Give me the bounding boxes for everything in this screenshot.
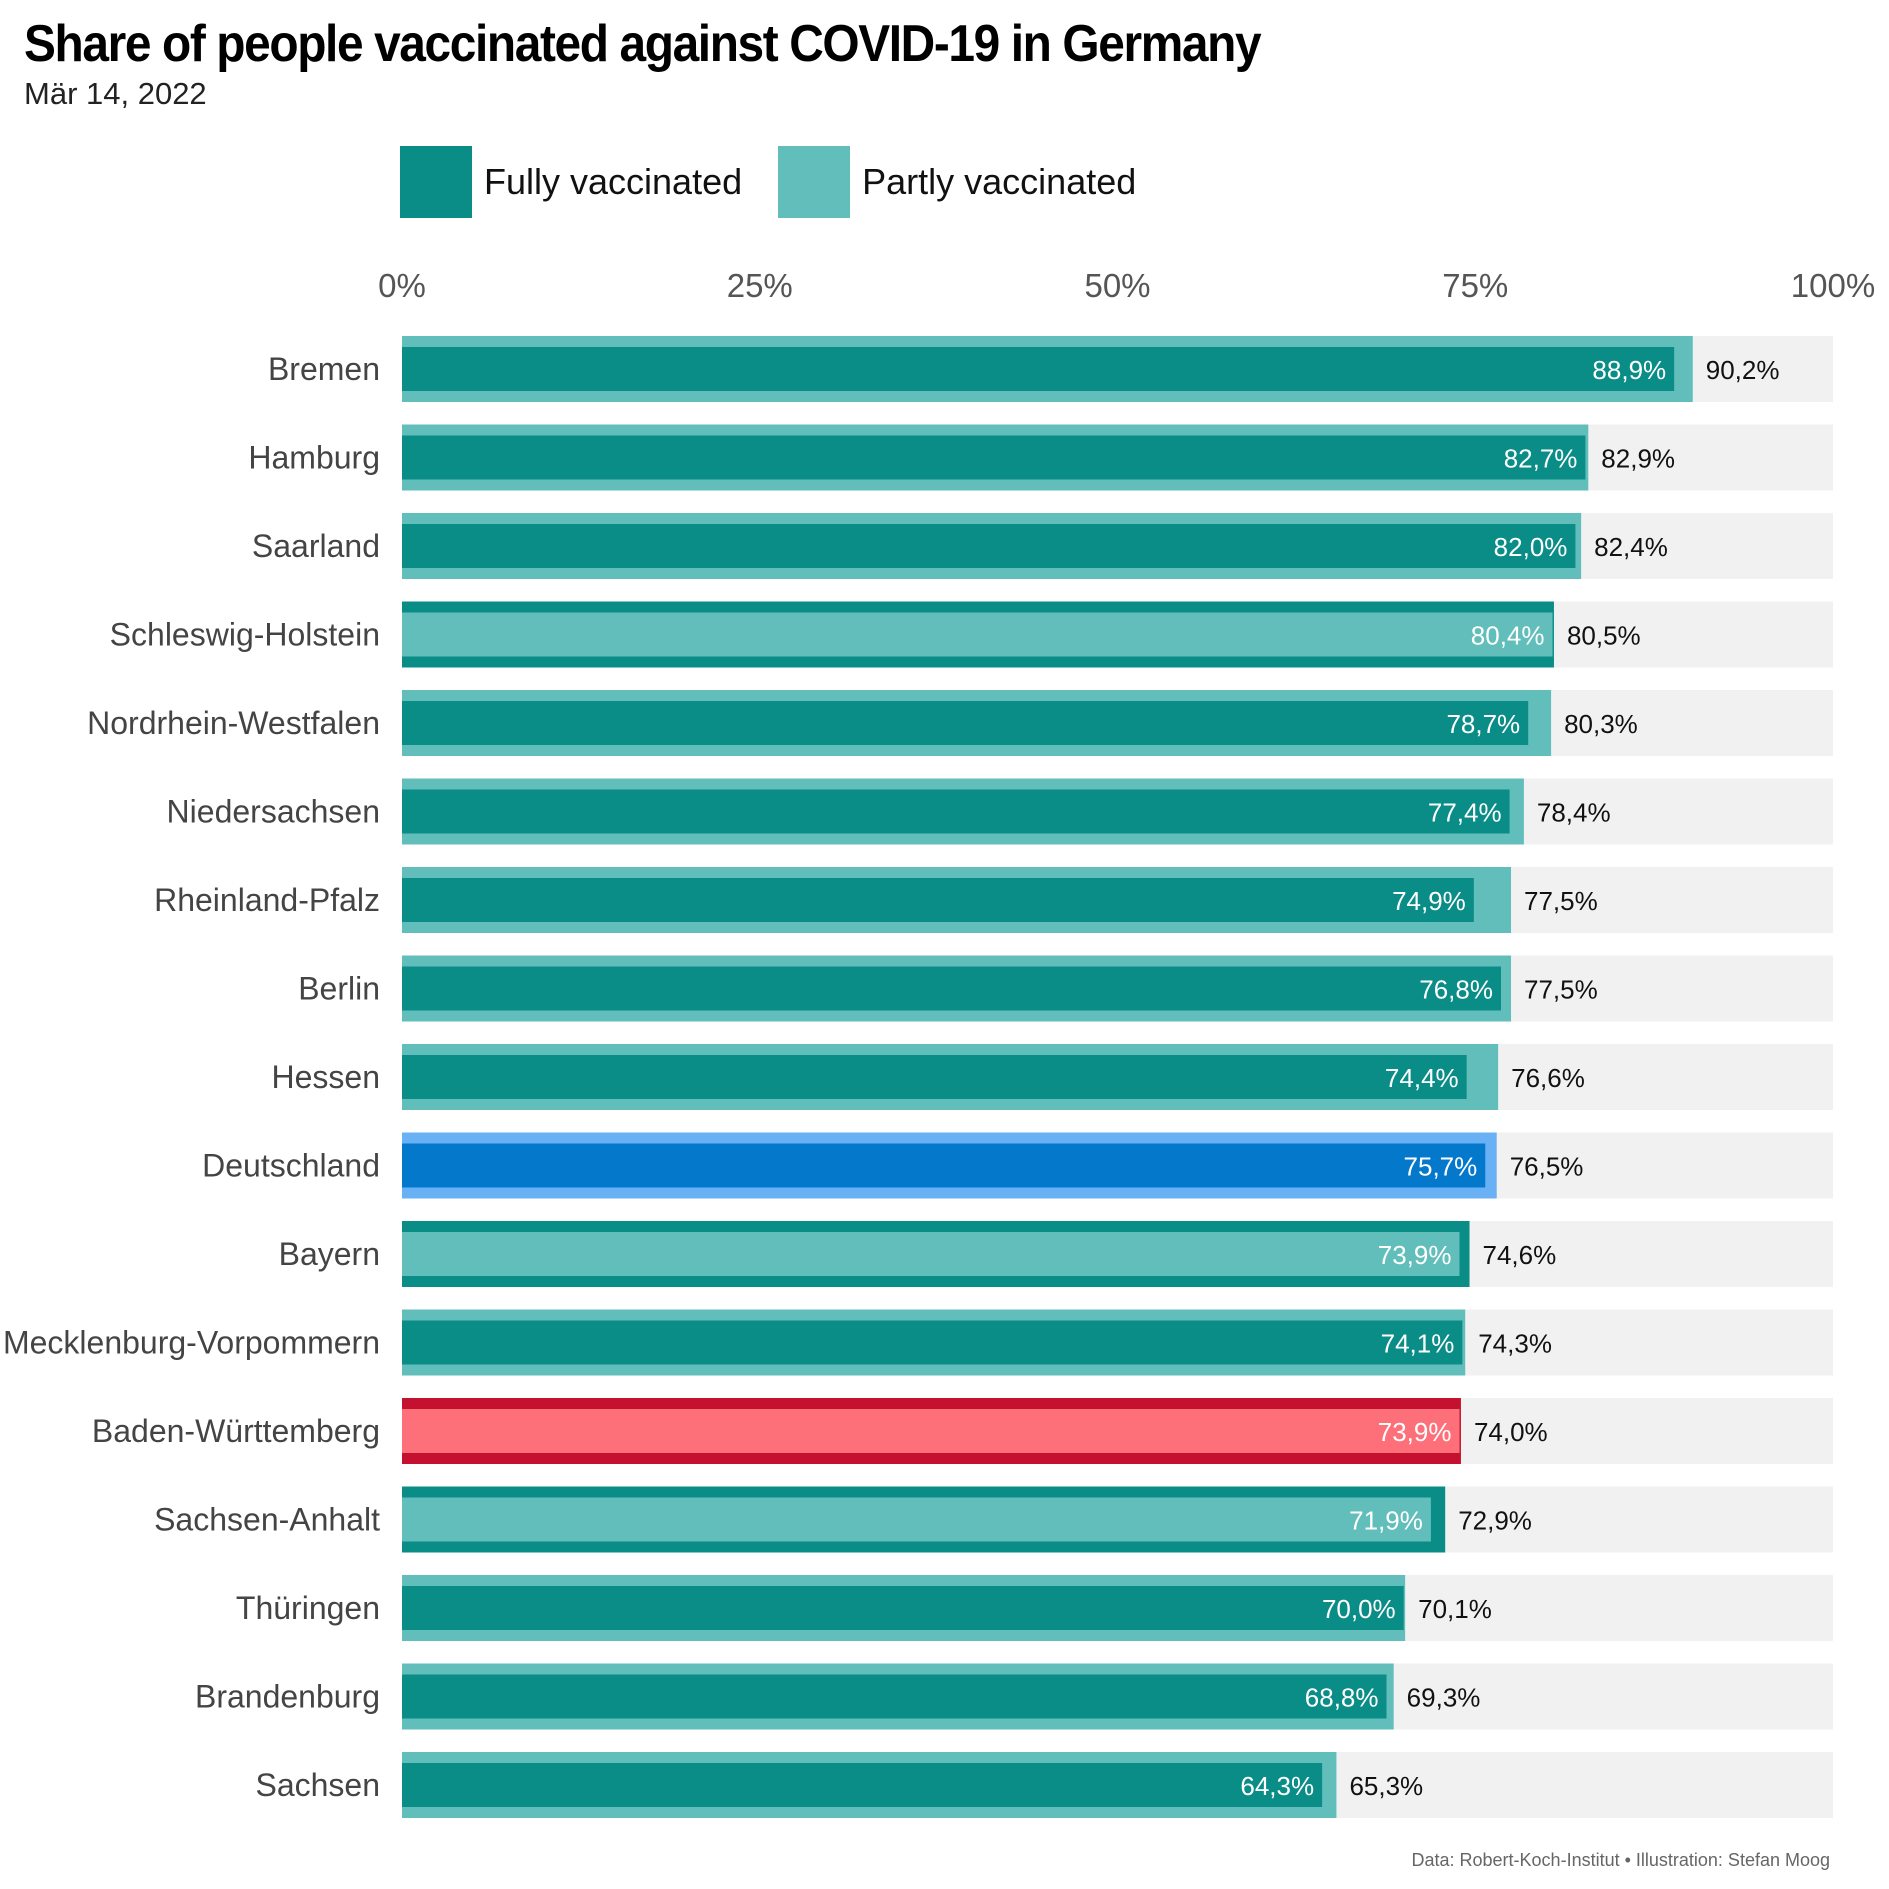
fully-value-label: 74,4% bbox=[1385, 1063, 1459, 1093]
category-label: Deutschland bbox=[202, 1148, 380, 1184]
chart-title: Share of people vaccinated against COVID… bbox=[24, 15, 1262, 73]
bar-fully bbox=[402, 524, 1576, 568]
bar-fully bbox=[402, 1055, 1467, 1099]
fully-value-label: 78,7% bbox=[1446, 709, 1520, 739]
x-tick-label: 75% bbox=[1442, 267, 1508, 304]
fully-value-label: 71,9% bbox=[1349, 1506, 1423, 1536]
bar-fully bbox=[402, 1674, 1387, 1719]
partly-value-label: 70,1% bbox=[1418, 1594, 1492, 1624]
bar-fully bbox=[402, 1409, 1460, 1453]
fully-value-label: 74,9% bbox=[1392, 886, 1466, 916]
partly-value-label: 72,9% bbox=[1458, 1506, 1532, 1536]
partly-value-label: 76,6% bbox=[1511, 1063, 1585, 1093]
fully-value-label: 82,7% bbox=[1504, 444, 1578, 474]
x-tick-label: 0% bbox=[378, 267, 426, 304]
category-label: Nordrhein-Westfalen bbox=[87, 705, 380, 741]
chart-footer: Data: Robert-Koch-Institut • Illustratio… bbox=[1411, 1850, 1831, 1870]
bar-fully bbox=[402, 789, 1510, 834]
legend-item-fully: Fully vaccinated bbox=[400, 146, 742, 218]
category-label: Mecklenburg-Vorpommern bbox=[3, 1325, 380, 1361]
bar-fully bbox=[402, 701, 1529, 745]
category-label: Hamburg bbox=[248, 440, 380, 476]
partly-value-label: 76,5% bbox=[1510, 1152, 1584, 1182]
fully-value-label: 64,3% bbox=[1240, 1771, 1314, 1801]
partly-value-label: 65,3% bbox=[1349, 1771, 1423, 1801]
partly-value-label: 74,6% bbox=[1483, 1240, 1557, 1270]
x-tick-label: 100% bbox=[1791, 267, 1875, 304]
partly-value-label: 82,4% bbox=[1594, 532, 1668, 562]
bar-fully bbox=[402, 1320, 1463, 1365]
partly-value-label: 80,3% bbox=[1564, 709, 1638, 739]
category-label: Hessen bbox=[272, 1059, 381, 1095]
partly-value-label: 80,5% bbox=[1567, 621, 1641, 651]
bar-fully bbox=[402, 1143, 1486, 1188]
bar-fully bbox=[402, 1763, 1323, 1807]
bar-fully bbox=[402, 966, 1502, 1011]
partly-value-label: 90,2% bbox=[1706, 355, 1780, 385]
fully-value-label: 70,0% bbox=[1322, 1594, 1396, 1624]
x-tick-label: 25% bbox=[727, 267, 793, 304]
bar-fully bbox=[402, 878, 1474, 922]
partly-value-label: 78,4% bbox=[1537, 798, 1611, 828]
legend: Fully vaccinated Partly vaccinated bbox=[400, 146, 1172, 218]
category-label: Thüringen bbox=[236, 1590, 380, 1626]
partly-value-label: 77,5% bbox=[1524, 886, 1598, 916]
category-label: Baden-Württemberg bbox=[92, 1413, 380, 1449]
bar-fully bbox=[402, 347, 1675, 391]
legend-item-partly: Partly vaccinated bbox=[778, 146, 1136, 218]
fully-value-label: 73,9% bbox=[1378, 1240, 1452, 1270]
category-label: Berlin bbox=[298, 971, 380, 1007]
category-label: Bayern bbox=[279, 1236, 380, 1272]
category-label: Rheinland-Pfalz bbox=[154, 882, 380, 918]
legend-swatch-fully bbox=[400, 146, 472, 218]
bar-fully bbox=[402, 1497, 1431, 1542]
fully-value-label: 80,4% bbox=[1471, 621, 1545, 651]
bar-fully bbox=[402, 1232, 1460, 1276]
fully-value-label: 76,8% bbox=[1419, 975, 1493, 1005]
x-tick-label: 50% bbox=[1084, 267, 1150, 304]
fully-value-label: 75,7% bbox=[1404, 1152, 1478, 1182]
legend-label-fully: Fully vaccinated bbox=[484, 161, 743, 202]
category-label: Niedersachsen bbox=[167, 794, 380, 830]
partly-value-label: 74,3% bbox=[1478, 1329, 1552, 1359]
partly-value-label: 82,9% bbox=[1601, 444, 1675, 474]
category-label: Saarland bbox=[252, 528, 380, 564]
bar-fully bbox=[402, 1586, 1404, 1630]
category-label: Sachsen bbox=[255, 1767, 380, 1803]
category-label: Sachsen-Anhalt bbox=[154, 1502, 380, 1538]
category-label: Bremen bbox=[268, 351, 380, 387]
legend-label-partly: Partly vaccinated bbox=[862, 161, 1137, 202]
fully-value-label: 88,9% bbox=[1592, 355, 1666, 385]
fully-value-label: 68,8% bbox=[1305, 1683, 1379, 1713]
fully-value-label: 73,9% bbox=[1378, 1417, 1452, 1447]
category-label: Schleswig-Holstein bbox=[110, 617, 380, 653]
fully-value-label: 74,1% bbox=[1381, 1329, 1455, 1359]
partly-value-label: 74,0% bbox=[1474, 1417, 1548, 1447]
partly-value-label: 77,5% bbox=[1524, 975, 1598, 1005]
partly-value-label: 69,3% bbox=[1407, 1683, 1481, 1713]
bar-fully bbox=[402, 612, 1553, 657]
fully-value-label: 77,4% bbox=[1428, 798, 1502, 828]
fully-value-label: 82,0% bbox=[1494, 532, 1568, 562]
category-label: Brandenburg bbox=[195, 1679, 380, 1715]
chart-subtitle: Mär 14, 2022 bbox=[24, 76, 207, 111]
legend-swatch-partly bbox=[778, 146, 851, 218]
bar-fully bbox=[402, 435, 1586, 480]
